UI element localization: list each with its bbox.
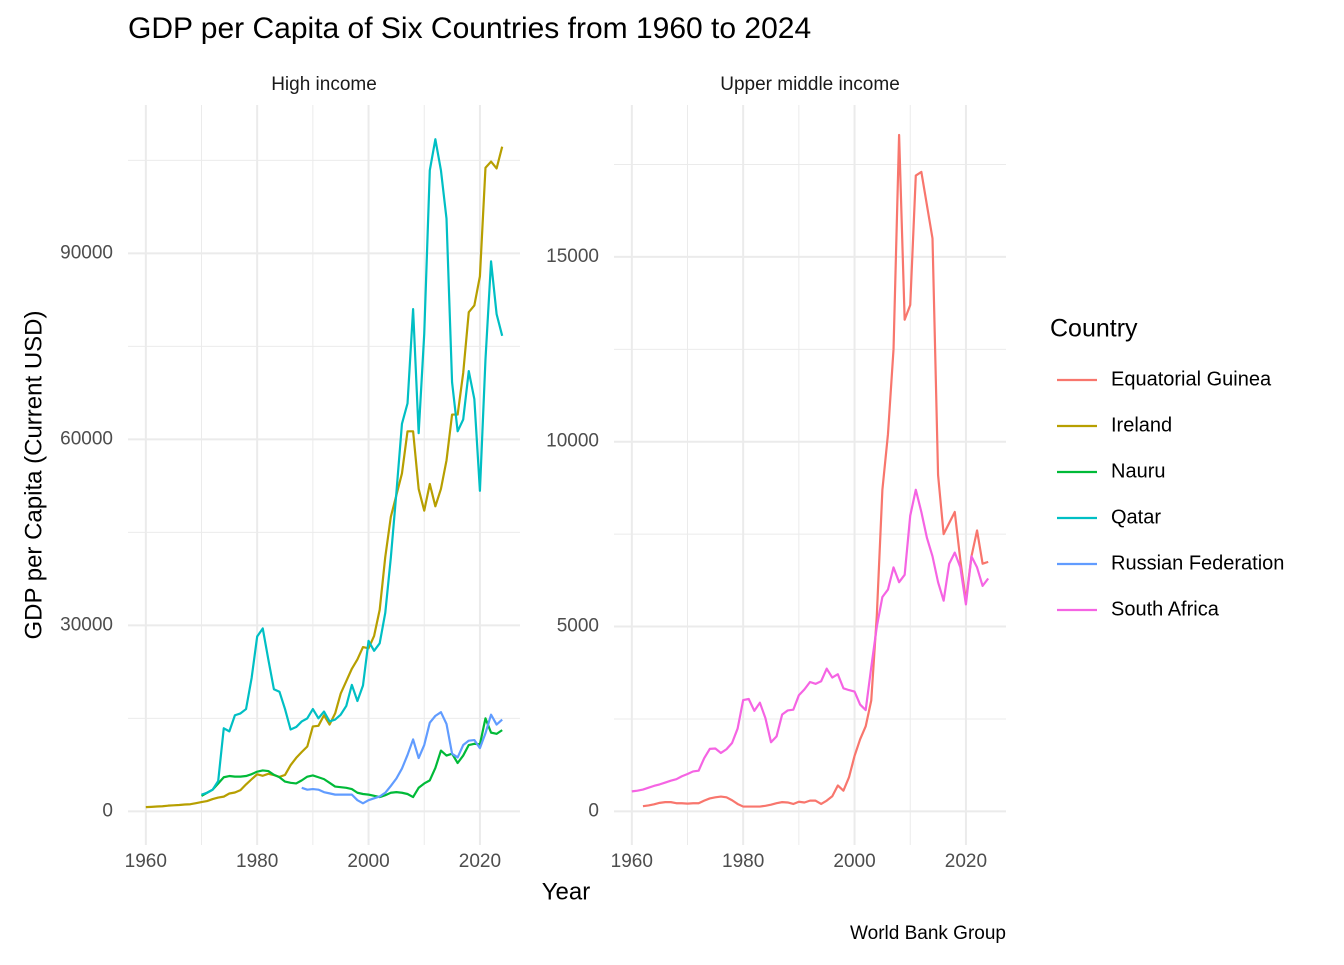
legend-label: Russian Federation <box>1111 552 1284 574</box>
y-tick-label: 15000 <box>546 246 599 267</box>
y-tick-label: 5000 <box>557 616 599 637</box>
x-tick-label: 1960 <box>611 851 653 872</box>
y-tick-label: 10000 <box>546 431 599 452</box>
y-tick-label: 0 <box>102 800 113 821</box>
line-series <box>301 711 503 805</box>
x-tick-label: 2000 <box>347 851 389 872</box>
legend-label: Qatar <box>1111 506 1161 528</box>
line-series <box>642 133 989 808</box>
y-tick-label: 60000 <box>60 428 113 449</box>
x-tick-label: 2020 <box>945 851 987 872</box>
line-series <box>201 138 504 796</box>
y-tick-label: 90000 <box>60 242 113 263</box>
line-series <box>631 488 990 793</box>
x-tick-label: 2000 <box>833 851 875 872</box>
legend-label: South Africa <box>1111 598 1220 620</box>
facet-title: Upper middle income <box>720 74 900 95</box>
legend-title: Country <box>1050 315 1138 343</box>
x-tick-label: 1960 <box>125 851 167 872</box>
y-tick-label: 0 <box>588 800 599 821</box>
line-series <box>145 146 504 809</box>
facet-title: High income <box>271 74 377 95</box>
y-tick-label: 30000 <box>60 614 113 635</box>
x-axis-label: Year <box>542 878 591 905</box>
caption: World Bank Group <box>850 923 1006 944</box>
legend-label: Equatorial Guinea <box>1111 368 1272 390</box>
x-tick-label: 2020 <box>459 851 501 872</box>
chart-title: GDP per Capita of Six Countries from 196… <box>128 12 811 45</box>
x-tick-label: 1980 <box>236 851 278 872</box>
legend-label: Ireland <box>1111 414 1172 436</box>
legend-label: Nauru <box>1111 460 1165 482</box>
x-tick-label: 1980 <box>722 851 764 872</box>
y-axis-label: GDP per Capita (Current USD) <box>20 311 47 640</box>
